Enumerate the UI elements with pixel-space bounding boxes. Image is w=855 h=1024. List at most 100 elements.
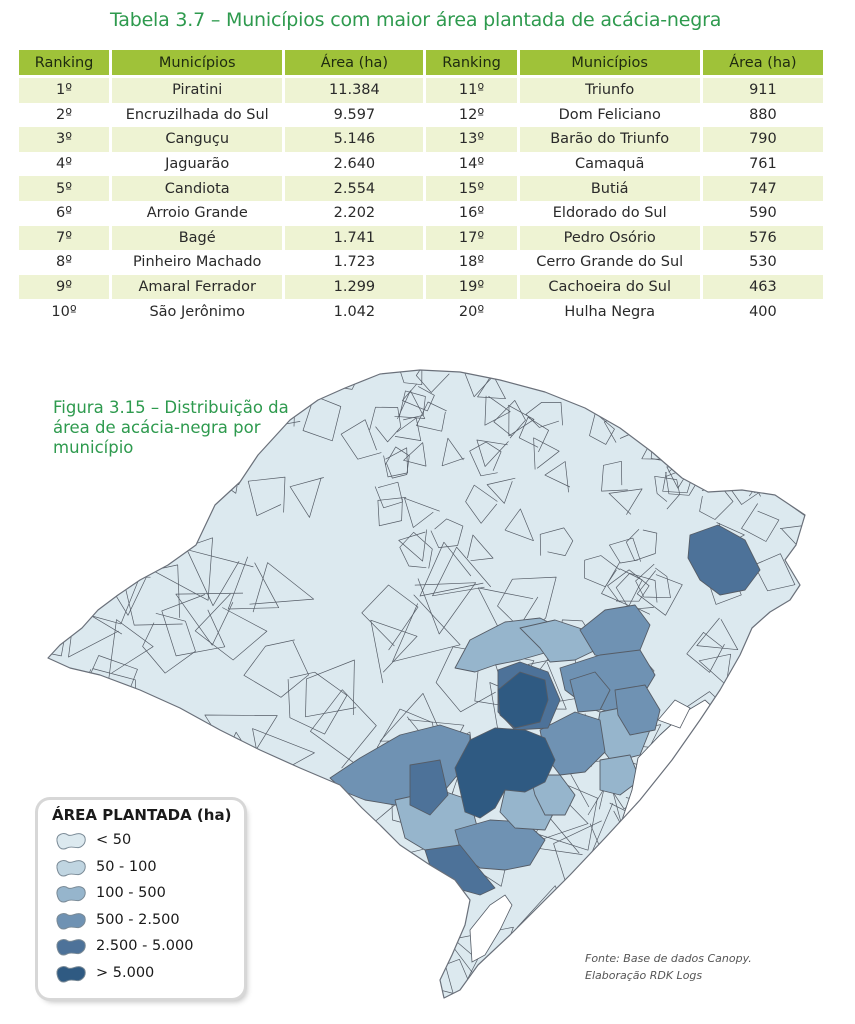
ranking-cell: 13º [426,127,517,152]
municipal-boundary [779,524,805,551]
municipal-boundary [247,476,286,517]
source-line-1: Fonte: Base de dados Canopy. [585,952,752,965]
municipality-region [687,524,761,596]
rs-choropleth-map [47,369,806,999]
municipal-boundary [72,479,111,532]
municipal-boundary [518,416,549,453]
municipality-region [497,671,549,729]
lagoa-mirim [469,894,513,963]
municipal-boundary [441,437,465,467]
area-cell: 463 [702,274,823,300]
guaiba-lake [657,699,691,729]
municipal-boundary [791,370,805,393]
municipal-boundary [681,751,736,824]
municipio-cell: Arroio Grande [146,205,248,222]
municipal-boundary [48,740,71,791]
legend-swatch-icon [56,886,86,903]
ranking-cell: 6º [56,205,73,222]
municipal-boundary [384,446,410,479]
municipal-boundary [227,556,280,610]
municipio-cell: Pedro Osório [519,225,700,251]
municipal-boundary [403,442,427,467]
table-row: 3º Canguçu 5.146 13º Barão do Triunfo 790 [19,127,823,152]
municipal-boundary [607,569,650,603]
municipal-boundary [287,671,348,735]
municipal-boundary [402,383,435,412]
municipal-boundary [337,911,411,975]
area-cell: 2.554 [285,176,424,201]
municipal-boundary [766,760,805,821]
ranking-cell: 4º [56,156,73,173]
municipality-region [409,759,449,816]
municipal-boundary [298,937,363,989]
municipal-boundary [496,930,566,998]
municipal-boundary [589,412,615,445]
area-cell: 1.299 [285,274,424,300]
legend-label: 2.500 - 5.000 [96,938,194,954]
municipal-boundary [300,847,361,908]
area-cell: 2.640 [333,156,376,173]
municipal-boundary [663,849,726,905]
municipal-boundary [398,390,426,421]
municipal-boundary [609,537,642,564]
municipio-cell: Canguçu [112,127,283,152]
municipal-boundary [377,497,407,527]
municipal-boundary [686,632,725,673]
municipio-cell: Dom Feliciano [558,106,661,123]
municipal-boundary [533,437,560,470]
municipal-boundary [289,477,324,518]
municipal-boundary [416,401,447,432]
area-cell: 5.146 [285,127,424,152]
table-header-row: Ranking Municípios Área (ha) Ranking Mun… [19,50,823,78]
municipal-boundary [432,546,492,597]
municipal-boundary [374,481,403,509]
legend-swatch-icon [56,912,86,930]
municipal-boundary [383,447,408,478]
municipal-boundary [465,484,498,524]
municipal-boundary [735,458,763,489]
legend-label: 500 - 2.500 [96,911,180,928]
municipal-boundary [660,871,713,925]
municipal-boundary [254,370,291,401]
municipal-boundary [628,387,653,418]
municipality-region [599,754,641,796]
state-base-fill [48,370,805,998]
municipal-boundary [681,373,715,400]
municipal-boundary [782,647,805,682]
municipal-boundary [717,701,755,740]
municipal-boundary [310,689,377,769]
municipal-boundary [729,425,758,457]
municipality-region [569,671,611,713]
table-title: Tabela 3.7 – Municípios com maior área p… [110,9,722,31]
header-ranking-2: Ranking [426,50,517,78]
municipal-boundary [731,710,801,774]
area-cell: 880 [749,106,777,123]
municipal-boundary [355,884,421,959]
municipio-cell: Bagé [112,225,283,251]
municipal-boundary [430,518,464,548]
header-area-1: Área (ha) [285,50,424,78]
municipal-boundary [610,370,640,399]
figure-title: Figura 3.15 – Distribuição da área de ac… [53,398,289,457]
municipio-cell: Triunfo [519,78,700,103]
municipio-cell: Barão do Triunfo [519,127,700,152]
ranking-cell: 17º [426,225,517,251]
legend-label: > 5.000 [96,964,155,981]
table-row: 10º São Jerônimo 1.042 20º Hulha Negra 400 [19,299,823,324]
municipal-boundary [48,459,67,506]
area-cell: 911 [702,78,823,103]
municipal-boundary [305,659,357,718]
municipio-cell: Cachoeira do Sul [519,274,700,300]
municipal-boundary [370,619,418,684]
municipal-boundary [48,546,98,620]
table-row: 4º Jaguarão 2.640 14º Camaquã 761 [19,152,823,177]
municipio-cell: Candiota [112,176,283,201]
area-cell: 761 [749,156,777,173]
ranking-cell: 7º [19,225,110,251]
table-row: 5º Candiota 2.554 15º Butiá 747 [19,176,823,201]
area-cell: 400 [749,303,777,320]
municipal-boundary [504,508,534,542]
legend-swatch-icon [56,965,86,983]
municipal-boundary [461,370,497,398]
municipal-boundary [48,669,94,735]
